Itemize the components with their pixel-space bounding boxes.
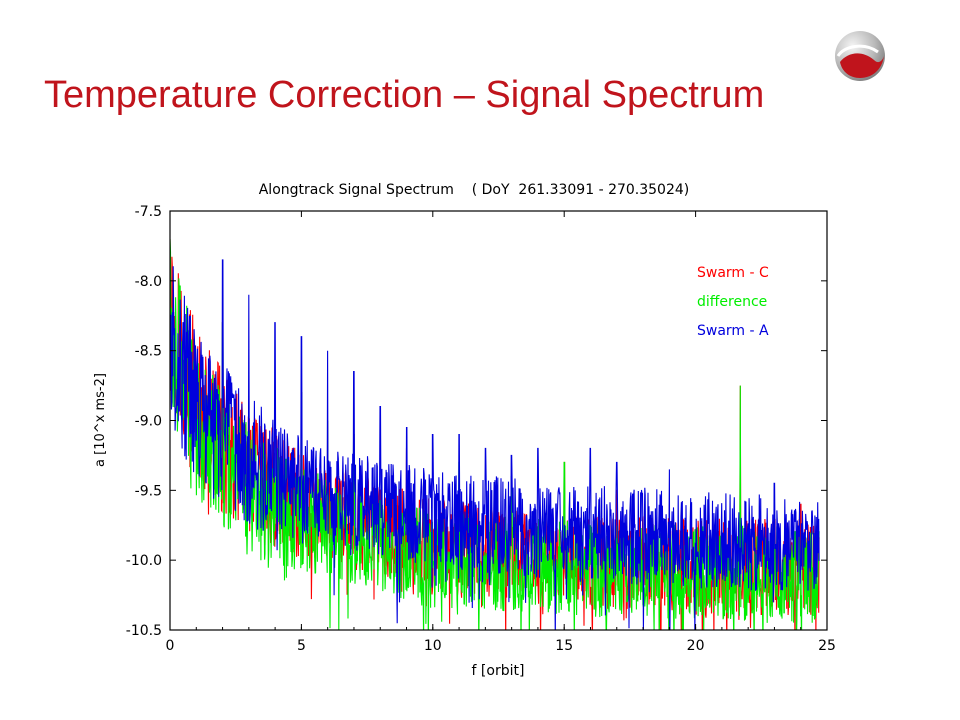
legend-entry: Swarm - A — [697, 323, 769, 339]
y-tick-label: -8.5 — [135, 344, 162, 360]
x-tick-label: 15 — [555, 638, 573, 654]
x-tick-label: 5 — [297, 638, 306, 654]
legend-entry: difference — [697, 294, 767, 310]
y-tick-label: -8.0 — [135, 274, 162, 290]
x-axis-label: f [orbit] — [472, 663, 525, 679]
series-line-swarm-a — [170, 259, 820, 630]
y-tick-label: -10.5 — [126, 623, 162, 639]
chart-title: Alongtrack Signal Spectrum ( DoY 261.330… — [259, 182, 690, 198]
x-tick-label: 10 — [424, 638, 442, 654]
x-tick-label: 25 — [818, 638, 836, 654]
swoosh-logo-icon — [835, 31, 885, 81]
x-tick-label: 20 — [687, 638, 705, 654]
y-axis-label: a [10^x ms-2] — [93, 373, 108, 467]
slide-title: Temperature Correction – Signal Spectrum — [44, 74, 765, 116]
y-tick-label: -9.0 — [135, 414, 162, 430]
y-tick-label: -10.0 — [126, 553, 162, 569]
y-tick-label: -7.5 — [135, 204, 162, 220]
y-tick-label: -9.5 — [135, 483, 162, 499]
x-tick-label: 0 — [166, 638, 175, 654]
legend-entry: Swarm - C — [697, 265, 769, 281]
